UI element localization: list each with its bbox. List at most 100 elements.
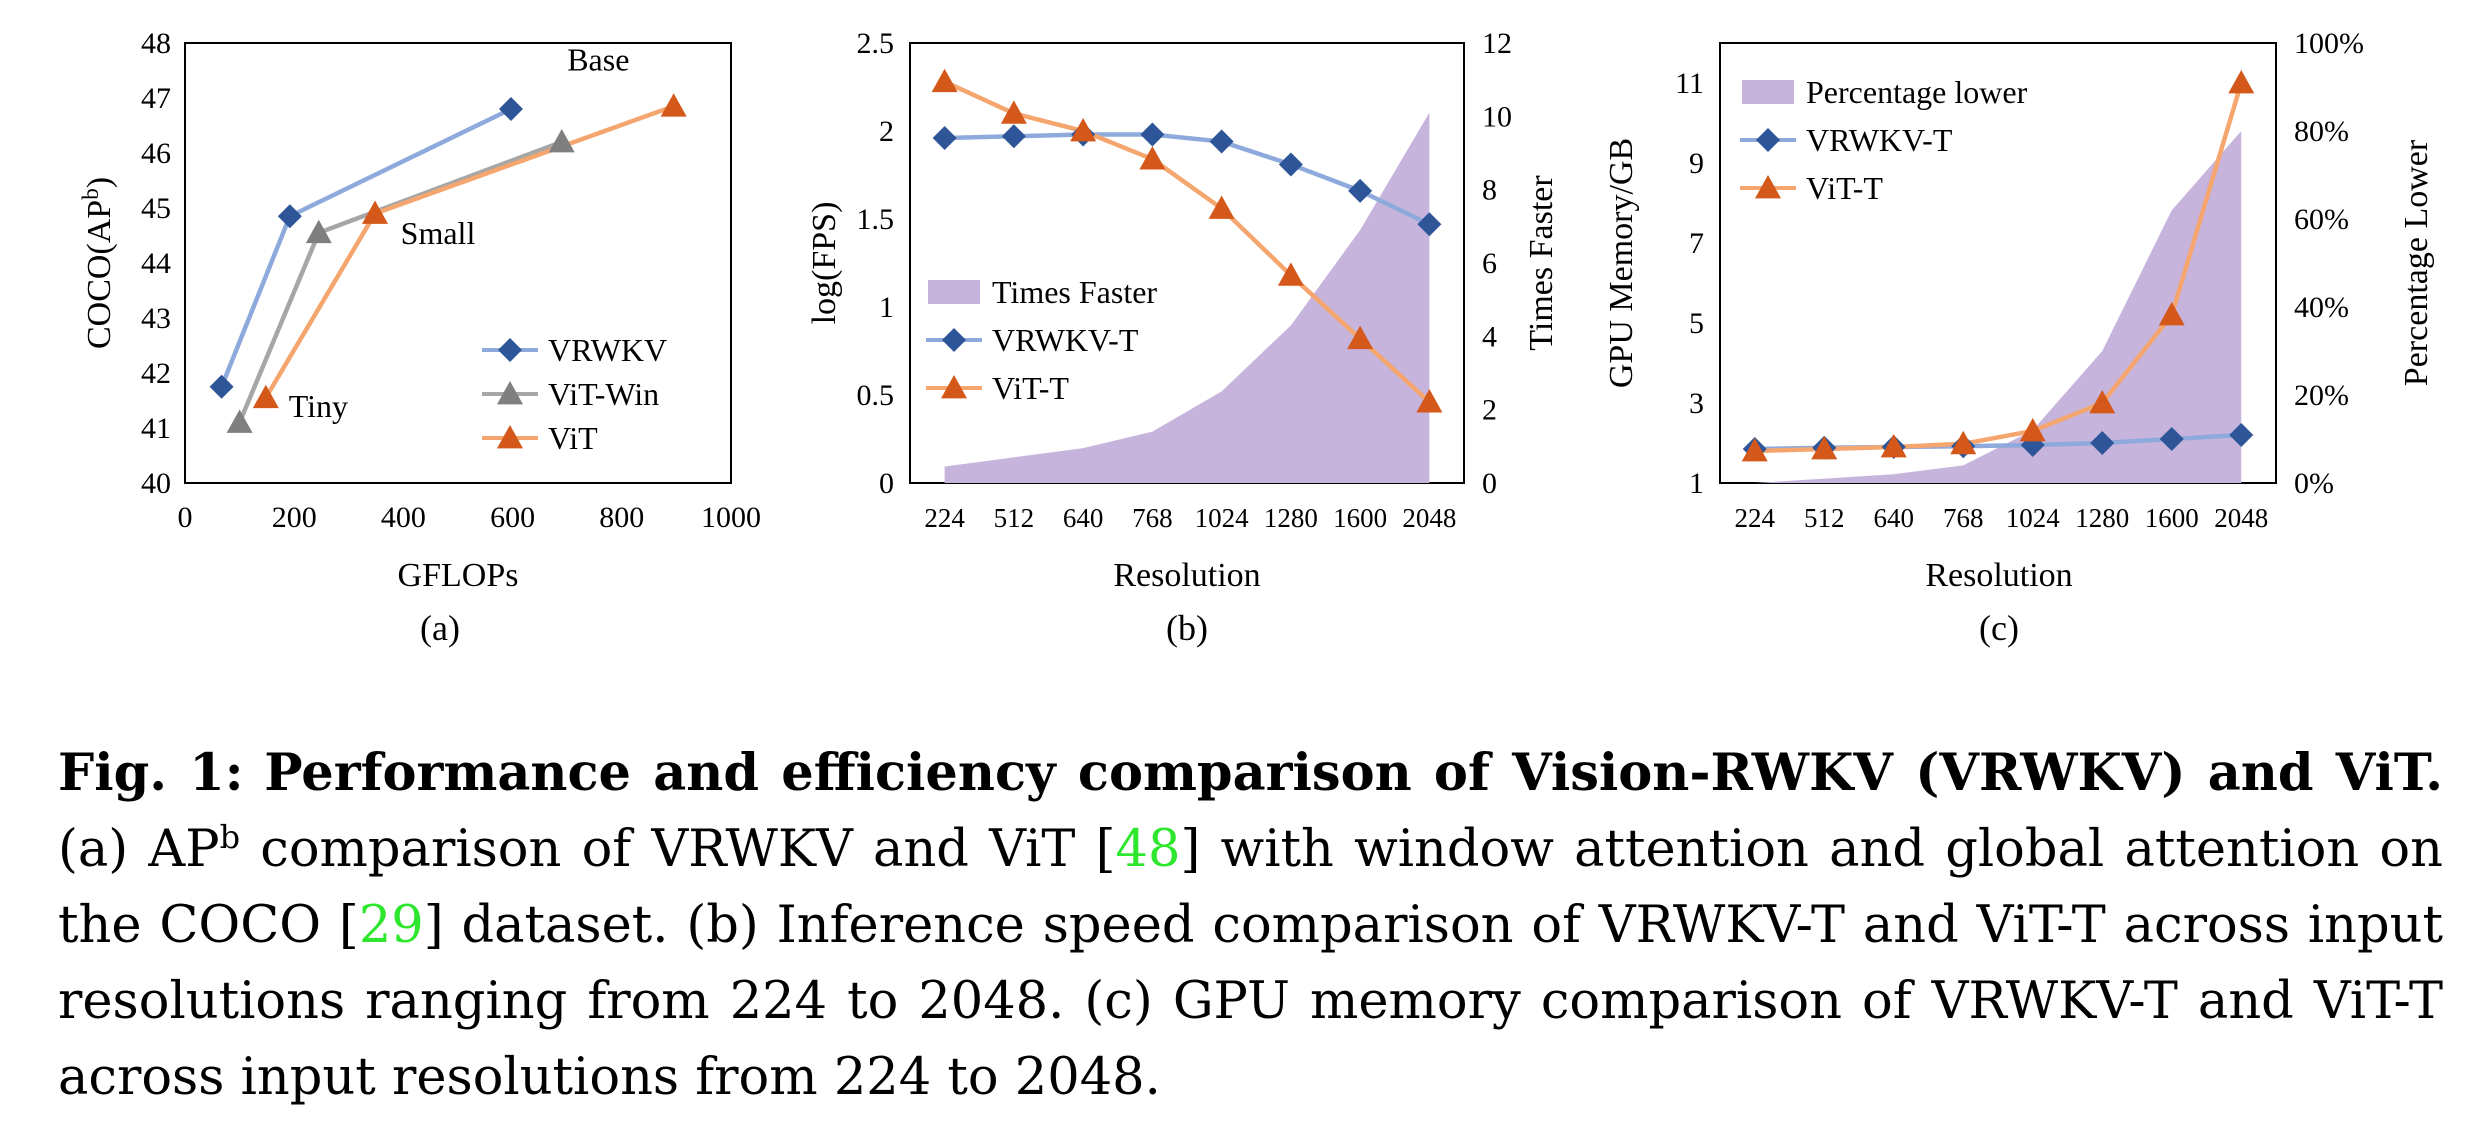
- data-point-vit-t: [1811, 436, 1838, 460]
- data-point-vit-t: [1880, 434, 1907, 458]
- y2-tick-label-b: 0: [1482, 467, 1497, 500]
- caption-ref-48[interactable]: 48: [1115, 820, 1181, 879]
- y-tick-label-c: 5: [1689, 307, 1704, 340]
- x-tick-label-c: 1280: [2075, 503, 2129, 533]
- caption-part-b: (b) Inference speed comparison of VRWKV-…: [58, 896, 2443, 1031]
- data-point-vrwkv: [277, 204, 302, 229]
- data-point-vit-t: [1000, 100, 1027, 124]
- x-tick-label-c: 1600: [2145, 503, 2199, 533]
- y-axis-title-b: log(FPS): [806, 202, 843, 325]
- annotation-tiny: Tiny: [289, 388, 348, 424]
- data-point-vrwkv-t: [2229, 423, 2254, 447]
- legend-item-vrwkv-t-swatch-marker: [942, 328, 966, 352]
- data-point-vit: [660, 93, 687, 117]
- data-point-vrwkv-t: [1001, 124, 1026, 149]
- data-point-vrwkv-t: [1417, 212, 1442, 237]
- figure-caption: Fig. 1: Performance and efficiency compa…: [58, 735, 2443, 1116]
- data-point-vrwkv-t: [2090, 431, 2115, 455]
- caption-part-a-sup: b: [219, 818, 241, 856]
- data-point-vit-t: [2228, 70, 2255, 94]
- y2-tick-label-b: 2: [1482, 394, 1497, 427]
- legend-item-vit-win-swatch-marker: [497, 381, 523, 405]
- data-point-vrwkv-t: [1278, 152, 1303, 177]
- data-point-vit-t: [1277, 262, 1304, 286]
- data-point-vit-t: [1208, 195, 1235, 219]
- data-point-vit-t: [1416, 389, 1443, 413]
- data-point-vrwkv-t: [1348, 178, 1373, 203]
- x-tick-label-b: 1024: [1195, 503, 1250, 533]
- legend-item-vrwkv-t: VRWKV-T: [1740, 122, 1953, 158]
- data-point-vit-win: [305, 219, 332, 244]
- data-point-vrwkv: [498, 97, 523, 121]
- x-axis-title-b: Resolution: [1113, 557, 1260, 594]
- legend-label-area: Percentage lower: [1806, 74, 2028, 110]
- data-point-vit-t: [2158, 302, 2185, 326]
- y2-tick-label-c: 100%: [2294, 27, 2364, 60]
- y2-tick-label-c: 80%: [2294, 115, 2349, 148]
- y2-tick-label-b: 10: [1482, 100, 1512, 133]
- x-axis-title-a: GFLOPs: [398, 557, 519, 594]
- legend-b: Times Faster VRWKV-T ViT-T: [926, 274, 1157, 406]
- legend-item-vrwkv-label: VRWKV: [548, 332, 667, 368]
- panel-label-a: (a): [420, 608, 460, 648]
- x-tick-label-b: 224: [924, 503, 965, 533]
- data-point-vit: [362, 200, 389, 224]
- y-tick-label-a: 43: [141, 302, 171, 335]
- legend-item-vit: ViT: [482, 420, 598, 456]
- x-tick-label-c: 512: [1804, 503, 1845, 533]
- data-point-vit-t: [2019, 418, 2046, 442]
- x-tick-label-b: 1600: [1333, 503, 1387, 533]
- x-tick-label-b: 640: [1063, 503, 1104, 533]
- legend-swatch-area: [928, 280, 980, 304]
- caption-part-a-end: ] dataset.: [423, 896, 669, 955]
- legend-swatch-area: [1742, 80, 1794, 104]
- x-tick-label-c: 1024: [2006, 503, 2061, 533]
- y-tick-label-c: 3: [1689, 387, 1704, 420]
- legend-item-vit-t-label: ViT-T: [1806, 170, 1883, 206]
- series-line-vit-t: [943, 79, 1431, 404]
- legend-item-vit-win-label: ViT-Win: [548, 376, 659, 412]
- caption-part-a-mid: comparison of VRWKV and ViT [: [260, 820, 1116, 879]
- y-tick-label-a: 44: [141, 247, 171, 280]
- x-tick-label-c: 768: [1943, 503, 1984, 533]
- plot-frame-a: [184, 42, 732, 484]
- y2-tick-label-b: 4: [1482, 320, 1497, 353]
- legend-item-times-faster: Times Faster: [928, 274, 1157, 310]
- x-tick-label-a: 400: [381, 501, 426, 534]
- panel-label-c: (c): [1979, 608, 2019, 648]
- x-axis-title-c: Resolution: [1925, 557, 2072, 594]
- chart-panel-b: 0 0.5 1 1.5 2 2.5 0 2 4 6 8 10 12 224 512 640 768 1024 1…: [806, 27, 1560, 648]
- legend-item-vit-t-label: ViT-T: [992, 370, 1069, 406]
- caption-ref-29[interactable]: 29: [358, 896, 424, 955]
- caption-part-a-prefix: (a) AP: [58, 820, 220, 879]
- series-line-vrwkv-t: [944, 132, 1431, 227]
- legend-item-vrwkv-t-swatch-marker: [1756, 128, 1780, 152]
- y-axis-title-a: COCO(APb): [78, 177, 118, 349]
- legend-item-vrwkv-swatch-marker: [498, 338, 522, 362]
- annotation-small: Small: [401, 215, 476, 251]
- legend-item-vit-label: ViT: [548, 420, 598, 456]
- y-tick-label-b: 2.5: [857, 27, 895, 60]
- legend-item-vrwkv-t: VRWKV-T: [926, 322, 1139, 358]
- x-tick-label-c: 2048: [2214, 503, 2268, 533]
- data-point-vrwkv: [209, 374, 234, 399]
- data-point-vit-win: [226, 409, 253, 433]
- x-tick-label-b: 768: [1132, 503, 1173, 533]
- y2-tick-label-c: 20%: [2294, 379, 2349, 412]
- data-point-vit: [252, 384, 279, 409]
- caption-part-c: (c) GPU memory comparison of VRWKV-T and…: [58, 972, 2443, 1107]
- legend-item-vrwkv-t-label: VRWKV-T: [992, 322, 1139, 358]
- series-line-vit-win: [237, 139, 563, 424]
- x-tick-label-a: 800: [599, 501, 644, 534]
- x-tick-label-c: 224: [1735, 503, 1776, 533]
- data-point-vrwkv-t: [1209, 129, 1234, 154]
- y2-tick-label-b: 12: [1482, 27, 1512, 60]
- legend-item-percentage-lower: Percentage lower: [1742, 74, 2028, 110]
- y-tick-label-a: 46: [141, 137, 171, 170]
- y-tick-label-a: 40: [141, 467, 171, 500]
- legend-item-vit-swatch-marker: [497, 425, 523, 449]
- legend-item-vit-win: ViT-Win: [482, 376, 659, 412]
- y2-tick-label-b: 8: [1482, 174, 1497, 207]
- chart-panel-a: 40 41 42 43 44 45 46 47 48 0 200 400 600 800 1000 Tin…: [78, 27, 761, 648]
